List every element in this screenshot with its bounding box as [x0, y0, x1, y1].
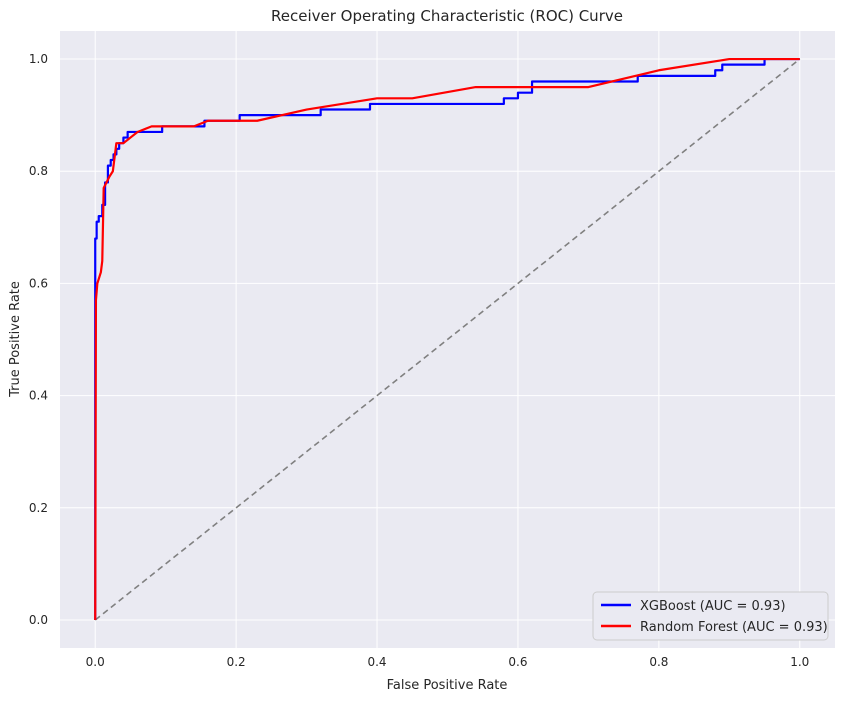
legend-label-xgboost: XGBoost (AUC = 0.93): [640, 599, 786, 614]
y-tick-label: 0.6: [29, 276, 48, 290]
x-tick-label: 0.4: [367, 655, 386, 669]
series-lines: [94, 57, 801, 621]
legend: XGBoost (AUC = 0.93) Random Forest (AUC …: [592, 591, 829, 641]
chart-title: Receiver Operating Characteristic (ROC) …: [271, 7, 623, 25]
y-tick-label: 0.8: [29, 164, 48, 178]
y-axis-label: True Positive Rate: [8, 281, 23, 398]
y-tick-label: 0.0: [29, 613, 48, 627]
x-axis-label: False Positive Rate: [387, 678, 508, 693]
y-tick-label: 0.4: [29, 389, 48, 403]
series-line-xgboost: [94, 57, 800, 620]
x-tick-label: 1.0: [790, 655, 809, 669]
tick-labels: 0.0 0.2 0.4 0.6 0.8 1.0 0.0 0.2 0.4 0.6 0.8 1.0: [29, 52, 809, 669]
diagonal-reference-line: [94, 58, 801, 621]
x-tick-label: 0.8: [649, 655, 668, 669]
x-tick-label: 0.2: [227, 655, 246, 669]
series-line-random-forest: [94, 57, 800, 620]
y-tick-label: 1.0: [29, 52, 48, 66]
grid-lines: [60, 31, 835, 648]
legend-label-random-forest: Random Forest (AUC = 0.93): [640, 620, 828, 635]
y-tick-label: 0.2: [29, 501, 48, 515]
x-tick-label: 0.6: [508, 655, 527, 669]
legend-box: [592, 591, 829, 641]
x-tick-label: 0.0: [86, 655, 105, 669]
